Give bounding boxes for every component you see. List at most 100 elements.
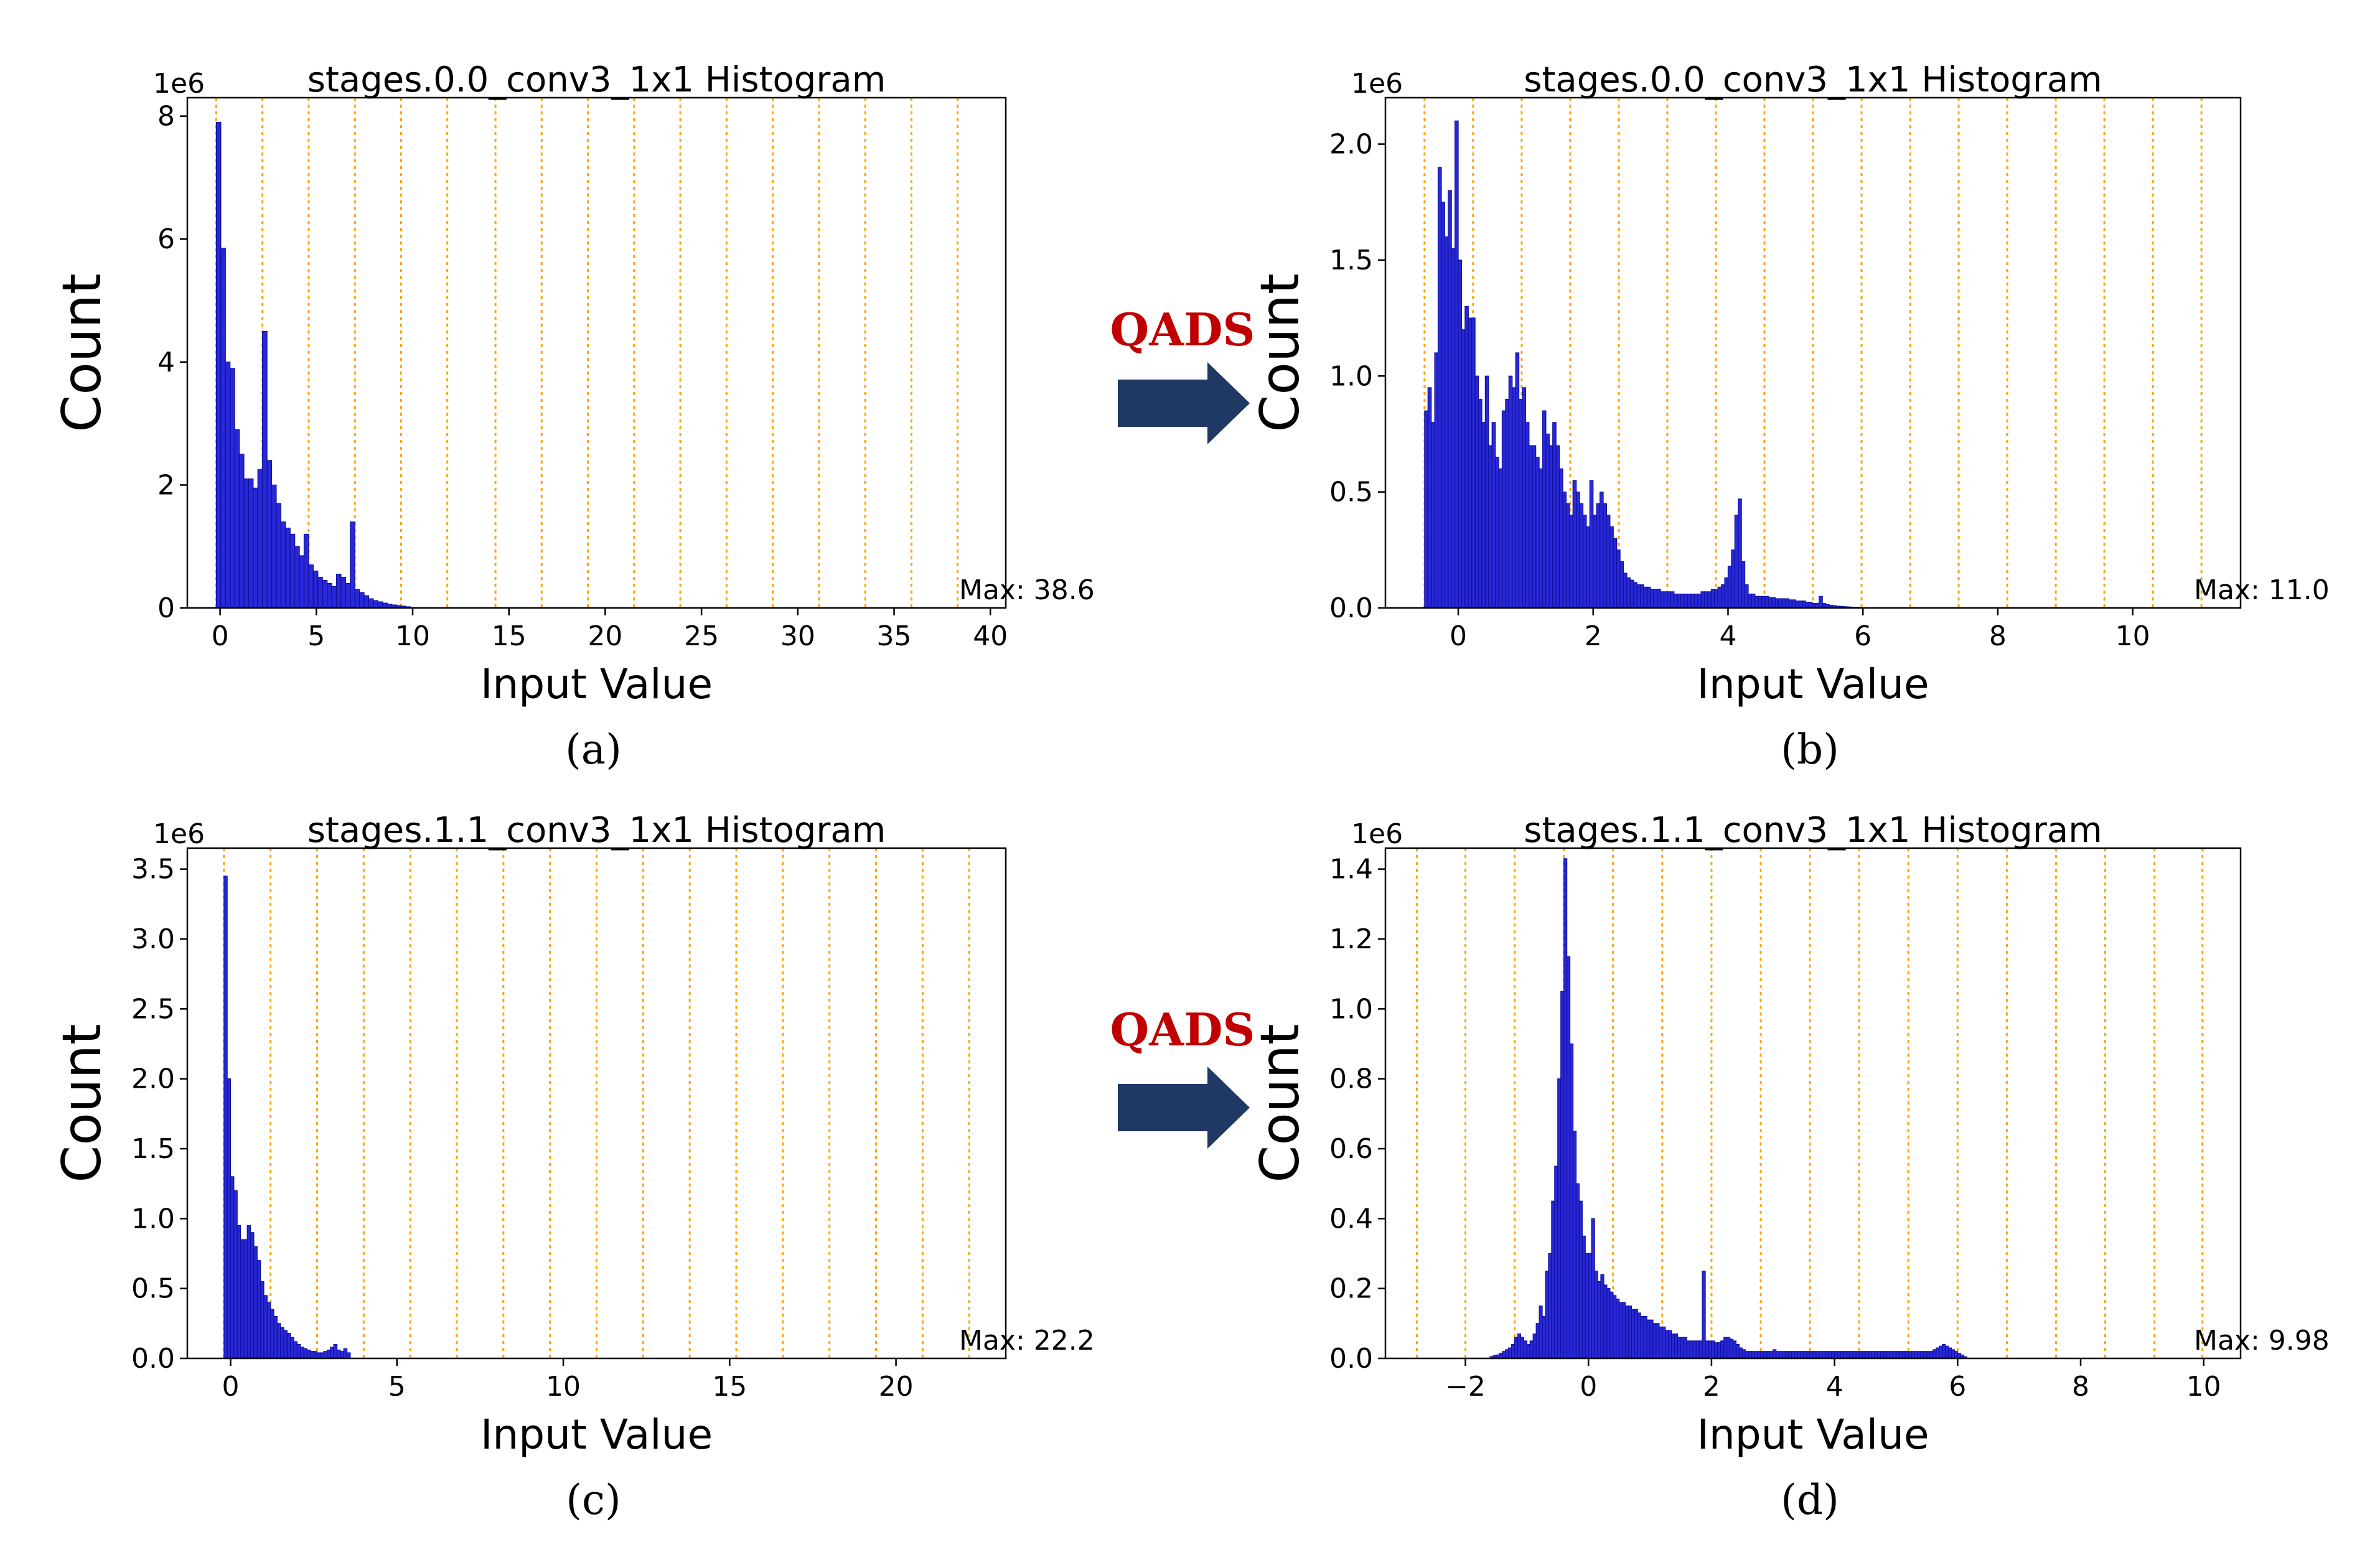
histogram-bar [1444,236,1449,609]
histogram-bar [336,1349,341,1359]
histogram-bar [1809,1351,1814,1359]
x-tick-label: 2 [1585,620,1602,652]
plot-frame [1384,96,2242,609]
histogram-bar [1933,1349,1937,1359]
histogram-bar [1778,598,1783,609]
histogram-bar [1532,445,1537,609]
histogram-bar [1692,1340,1697,1359]
histogram-bar [1545,433,1550,609]
histogram-bar [276,1323,281,1359]
x-tick-label: −2 [1445,1371,1486,1403]
y-tick-label: 0.4 [1329,1203,1373,1235]
histogram-bar [1858,1351,1863,1359]
y-tick-label: 8 [157,101,175,133]
histogram-bar [1800,1351,1804,1359]
histogram-bar [1708,1340,1712,1359]
histogram-bar [283,1330,288,1359]
histogram-bar [1757,1351,1761,1359]
histogram-bar [1674,1333,1679,1359]
histogram-bar [1779,1351,1783,1359]
histogram-bar [1761,596,1766,609]
qads-arrow-bottom: QADS [1110,1003,1255,1149]
histogram-bar [1499,1352,1503,1359]
histogram-bar [1751,1351,1755,1359]
histogram-bar [1805,602,1810,609]
histogram-bar [1774,598,1779,609]
histogram-bar [1944,1345,1949,1359]
histogram-bar [253,487,258,609]
histogram-bar [1586,526,1590,609]
histogram-bar [1652,1323,1657,1359]
histogram-bar [1819,1351,1823,1359]
histogram-bar [1653,589,1658,609]
histogram-bar [290,1337,294,1359]
x-tick-label: 10 [2186,1371,2221,1403]
histogram-bar [266,460,273,609]
x-tick-label: 15 [492,620,527,652]
histogram-bar [323,1351,328,1359]
histogram-bar [1623,572,1628,609]
histogram-bar [1684,594,1689,609]
histogram-bar [1895,1351,1900,1359]
histogram-bar [1639,584,1644,609]
histogram-bar [359,592,365,609]
histogram-bar [1424,410,1428,609]
histogram-bar [1599,492,1604,609]
histogram-bar [343,1348,348,1359]
x-tick-label: 25 [684,620,719,652]
y-axis-label: Count [51,273,113,432]
histogram-bar [1649,1319,1654,1359]
histogram-bar [227,1078,232,1359]
y-tick-label: 4 [157,347,175,378]
histogram-bar [1705,1340,1709,1359]
histogram-bar [1548,1253,1552,1359]
histogram-panel-b: 0 2 4 6 8 10 0.0 0.5 1.0 1.5 2.0 1e6 stages.0.0_conv… [1249,60,2330,773]
histogram-bar [1522,387,1526,609]
histogram-bar [270,1309,274,1359]
histogram-bar [1578,1200,1583,1359]
histogram-bar [1628,1305,1632,1359]
right-arrow-icon [1118,362,1250,444]
y-axis-label: Count [1249,273,1311,432]
histogram-bar [1529,1340,1534,1359]
histogram-bar [1744,584,1749,609]
histogram-bar [256,1260,261,1359]
x-tick-label: 2 [1703,1371,1720,1403]
histogram-bar [1889,1351,1894,1359]
histogram-bar [1936,1347,1940,1359]
histogram-bar [1657,589,1661,609]
histogram-bar [1803,1351,1807,1359]
histogram-bar [1703,591,1708,609]
histogram-bar [1791,599,1796,609]
histogram-bar [1686,1340,1690,1359]
histogram-bar [1755,596,1759,609]
histogram-bar [1646,586,1651,609]
max-annotation: Max: 9.98 [2194,1325,2330,1357]
histogram-bar [1852,1351,1857,1359]
x-tick-label: 20 [588,620,622,652]
histogram-bar [313,1351,318,1359]
histogram-bar [1616,1298,1620,1359]
histogram-bar [1697,594,1702,609]
histogram-bar [340,1351,344,1359]
histogram-bar [1502,1351,1506,1359]
histogram-bar [377,601,383,609]
y-offset-label: 1e6 [1351,68,1403,100]
histogram-bar [1631,1309,1635,1359]
histogram-bar [1764,596,1769,609]
histogram-bar [1646,1319,1651,1359]
histogram-bar [230,368,235,609]
histogram-bar [1591,1218,1595,1359]
histogram-bar [1508,375,1513,609]
histogram-bar [322,579,328,609]
histogram-bar [1677,594,1682,609]
histogram-bar [1569,515,1573,609]
y-tick-label: 3.0 [131,923,175,955]
histogram-bar [1520,1337,1525,1359]
histogram-bar [1427,387,1432,609]
y-tick-label: 0.0 [131,1343,175,1375]
histogram-bar [1600,1274,1605,1359]
histogram-bar [294,546,300,609]
histogram-bar [285,527,291,609]
histogram-bar [1545,1270,1549,1359]
